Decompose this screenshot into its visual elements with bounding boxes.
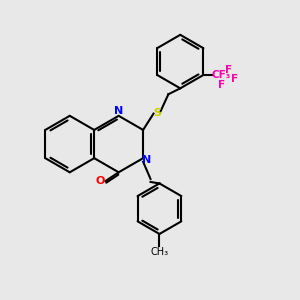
Text: O: O: [95, 176, 105, 186]
Text: CF₃: CF₃: [212, 70, 231, 80]
Text: F: F: [231, 74, 238, 84]
Text: F: F: [225, 65, 232, 76]
Text: CH₃: CH₃: [150, 247, 169, 257]
Text: N: N: [142, 155, 151, 165]
Text: F: F: [218, 80, 225, 90]
Text: N: N: [114, 106, 123, 116]
Text: S: S: [153, 108, 161, 118]
